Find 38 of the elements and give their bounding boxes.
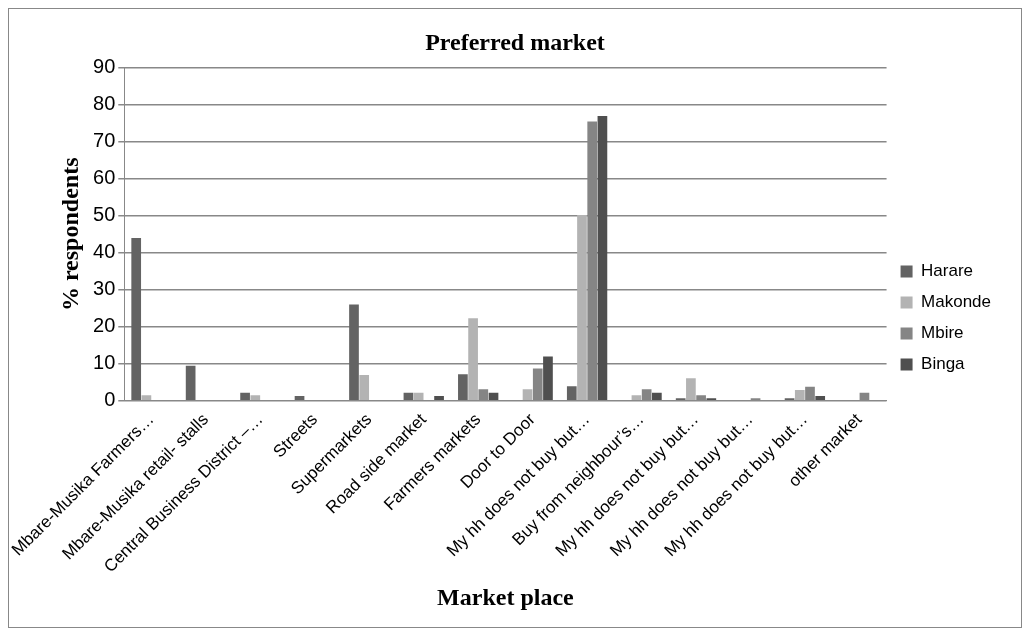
legend-label: Makonde [921, 292, 991, 312]
y-tick-label: 70 [93, 129, 116, 152]
y-tick-label: 0 [104, 388, 116, 411]
bar [131, 238, 142, 401]
legend-label: Harare [921, 261, 974, 281]
bar [250, 395, 261, 401]
y-tick-label: 10 [93, 351, 116, 374]
bar [240, 392, 250, 401]
bar [566, 386, 577, 401]
chart-title: Preferred market [425, 28, 605, 55]
y-axis-title: % respondents [56, 157, 83, 312]
y-tick-label: 80 [93, 92, 116, 115]
bar [434, 395, 444, 401]
bar [359, 374, 370, 401]
bar [458, 374, 468, 401]
bar [543, 356, 553, 401]
bar [468, 318, 478, 401]
bar [652, 392, 662, 401]
bar [349, 304, 359, 401]
bar [294, 395, 305, 401]
y-tick-label: 90 [93, 55, 116, 78]
x-axis-title: Market place [437, 583, 575, 610]
bar [185, 365, 196, 401]
bar [794, 390, 805, 401]
bar [141, 395, 152, 401]
y-tick-label: 40 [93, 240, 116, 263]
y-tick-label: 50 [93, 203, 116, 226]
bar [522, 389, 533, 401]
y-tick-label: 30 [93, 277, 116, 300]
bar [577, 215, 587, 401]
bar [686, 378, 696, 401]
bar [815, 395, 826, 401]
bar [631, 395, 642, 401]
y-tick-label: 20 [93, 314, 116, 337]
bar [597, 115, 608, 401]
legend-label: Mbire [921, 323, 964, 343]
y-tick-label: 60 [93, 166, 116, 189]
legend-label: Binga [921, 354, 966, 374]
